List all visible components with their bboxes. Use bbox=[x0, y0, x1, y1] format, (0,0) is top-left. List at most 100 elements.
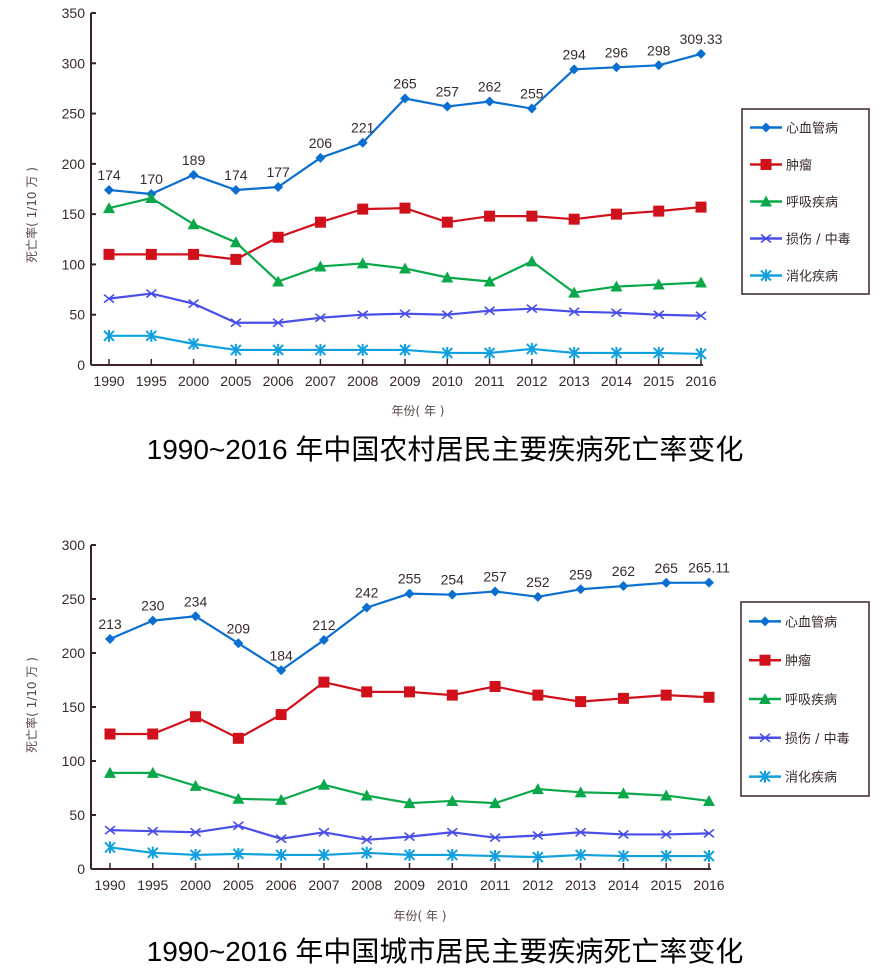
data-point bbox=[360, 789, 373, 801]
legend-label: 肿瘤 bbox=[785, 653, 811, 669]
data-label: 189 bbox=[182, 152, 206, 168]
data-point bbox=[484, 306, 496, 316]
x-tick-label: 2012 bbox=[522, 877, 553, 893]
data-point bbox=[187, 337, 200, 350]
data-point bbox=[441, 216, 453, 228]
data-point bbox=[104, 185, 114, 196]
data-point bbox=[568, 286, 581, 298]
x-tick-label: 2010 bbox=[437, 877, 468, 893]
data-point bbox=[489, 680, 501, 692]
data-label: 212 bbox=[312, 617, 336, 633]
legend-marker bbox=[760, 159, 772, 170]
data-point bbox=[105, 633, 115, 644]
legend-item: 损伤 / 中毒 bbox=[749, 732, 850, 747]
y-tick-label: 150 bbox=[62, 206, 86, 222]
data-point bbox=[525, 255, 538, 267]
rural-chart-caption: 1990~2016 年中国农村居民主要疾病死亡率变化 bbox=[146, 434, 744, 465]
data-point bbox=[190, 611, 201, 622]
legend-label: 肿瘤 bbox=[786, 158, 812, 174]
data-point bbox=[229, 236, 242, 248]
y-tick-label: 150 bbox=[62, 699, 86, 715]
x-tick-label: 2012 bbox=[516, 373, 547, 389]
data-point bbox=[695, 276, 707, 288]
x-tick-label: 2006 bbox=[263, 373, 294, 389]
data-point bbox=[610, 346, 623, 359]
data-label: 177 bbox=[266, 164, 290, 180]
series-line bbox=[108, 292, 702, 324]
data-point bbox=[232, 847, 245, 860]
legend-item: 肿瘤 bbox=[750, 158, 812, 174]
data-point bbox=[703, 828, 715, 838]
data-point bbox=[147, 728, 159, 740]
x-tick-label: 2013 bbox=[565, 877, 596, 893]
y-tick-label: 350 bbox=[62, 5, 86, 21]
data-point bbox=[275, 848, 287, 861]
legend-item: 心血管病 bbox=[750, 122, 838, 137]
legend-label: 损伤 / 中毒 bbox=[786, 233, 851, 248]
legend-item: 呼吸疾病 bbox=[749, 693, 837, 708]
y-tick-label: 200 bbox=[62, 645, 86, 661]
legend-item: 肿瘤 bbox=[749, 653, 811, 669]
data-point bbox=[230, 318, 242, 328]
data-point bbox=[404, 588, 415, 599]
data-point bbox=[147, 615, 158, 626]
data-point bbox=[575, 827, 587, 837]
data-point bbox=[484, 96, 495, 107]
series-2 bbox=[103, 192, 707, 298]
data-point bbox=[104, 825, 116, 835]
data-point bbox=[361, 686, 373, 698]
rural-chart: 0 50 100 150 200 250 300 350 1990 1995 2000 2005 200… bbox=[24, 5, 870, 418]
data-point bbox=[610, 208, 622, 220]
data-label: 254 bbox=[441, 572, 465, 588]
data-point bbox=[441, 271, 454, 283]
y-tick-label: 300 bbox=[62, 55, 86, 71]
data-point bbox=[357, 137, 368, 148]
data-point bbox=[399, 309, 411, 319]
legend-item: 消化疾病 bbox=[749, 771, 837, 786]
data-point bbox=[703, 794, 715, 806]
data-point bbox=[190, 827, 202, 837]
data-point bbox=[399, 262, 411, 274]
y-tick-label: 300 bbox=[62, 537, 86, 553]
data-point bbox=[446, 827, 458, 837]
x-tick-label: 2009 bbox=[389, 373, 420, 389]
series-1 bbox=[103, 201, 707, 265]
urban-chart-caption: 1990~2016 年中国城市居民主要疾病死亡率变化 bbox=[146, 936, 744, 967]
x-tick-label: 2016 bbox=[685, 373, 716, 389]
data-point bbox=[660, 789, 673, 801]
data-point bbox=[361, 835, 373, 845]
data-point bbox=[103, 293, 115, 304]
data-label: 213 bbox=[98, 616, 122, 632]
data-point bbox=[442, 101, 453, 112]
data-point bbox=[531, 783, 544, 795]
data-point bbox=[230, 343, 242, 356]
data-label: 298 bbox=[647, 42, 671, 58]
data-point bbox=[275, 834, 287, 844]
series-4 bbox=[104, 841, 715, 864]
data-point bbox=[653, 346, 665, 359]
data-label: 221 bbox=[351, 120, 375, 136]
data-point bbox=[652, 278, 665, 290]
data-point bbox=[532, 830, 544, 841]
legend-marker bbox=[759, 654, 771, 666]
data-point bbox=[275, 709, 287, 721]
data-point bbox=[275, 793, 288, 805]
x-tick-label: 2005 bbox=[220, 373, 251, 389]
data-point bbox=[190, 711, 202, 723]
x-tick-label: 2008 bbox=[347, 373, 378, 389]
data-point bbox=[489, 797, 502, 809]
legend-item: 心血管病 bbox=[749, 615, 837, 630]
data-point bbox=[356, 257, 369, 269]
data-point bbox=[400, 93, 410, 104]
x-tick-label: 2000 bbox=[178, 373, 209, 389]
data-point bbox=[361, 602, 372, 613]
legend-label: 心血管病 bbox=[785, 615, 837, 630]
data-point bbox=[446, 794, 459, 806]
data-point bbox=[272, 275, 285, 287]
data-point bbox=[695, 347, 707, 360]
data-point bbox=[318, 635, 329, 646]
data-point bbox=[318, 827, 330, 837]
data-label: 259 bbox=[569, 566, 593, 582]
data-point bbox=[661, 577, 672, 588]
